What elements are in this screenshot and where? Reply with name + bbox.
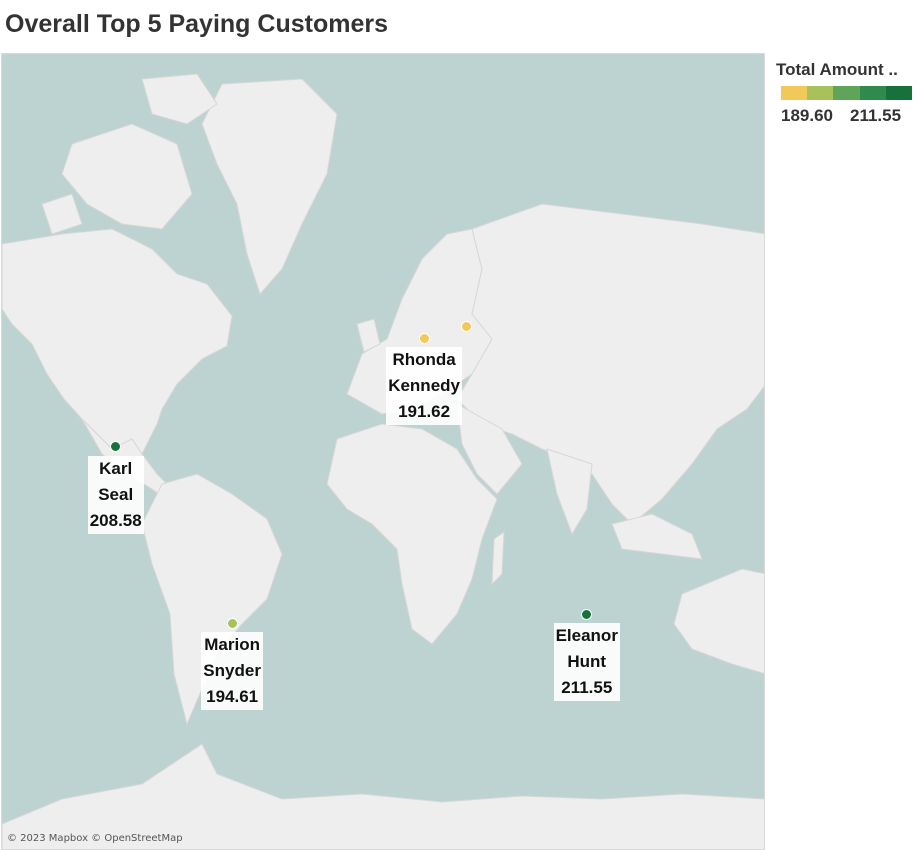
- landmass-antarctica: [2, 743, 764, 849]
- legend-ramp-step: [885, 86, 913, 100]
- customer-label: Eleanor Hunt 211.55: [553, 623, 620, 702]
- legend-color-ramp: [781, 86, 913, 100]
- customer-amount: 191.62: [398, 402, 451, 421]
- customer-first-name: Marion: [204, 635, 260, 655]
- customer-amount: 194.61: [206, 687, 259, 707]
- landmass-north-america: [2, 228, 233, 455]
- landmass-greenland: [201, 78, 338, 295]
- customer-label: Rhonda Kennedy 191.62: [386, 347, 462, 425]
- landmass-asia: [456, 203, 764, 525]
- landmass-arabia: [456, 403, 523, 495]
- customer-first-name: Karl: [99, 458, 133, 478]
- customer-point[interactable]: [581, 608, 593, 620]
- color-legend: Total Amount .. 189.60 211.55: [776, 60, 916, 125]
- customer-last-name: Seal: [98, 484, 134, 504]
- customer-last-name: Hunt: [567, 652, 607, 672]
- legend-max-label: 211.55: [850, 106, 902, 125]
- landmass-africa: [326, 423, 498, 645]
- customer-point[interactable]: [461, 320, 473, 332]
- customer-last-name: Snyder: [203, 661, 261, 681]
- legend-ramp-step: [781, 86, 808, 100]
- chart-title: Overall Top 5 Paying Customers: [5, 10, 388, 38]
- legend-min-label: 189.60: [781, 106, 833, 125]
- landmass-india: [546, 448, 593, 536]
- customer-point[interactable]: [418, 332, 430, 344]
- legend-ramp-step: [807, 86, 834, 100]
- legend-ramp-step: [833, 86, 860, 100]
- customer-first-name: Eleanor: [555, 626, 618, 646]
- landmass-arctic-islands: [61, 123, 193, 230]
- customer-label: Karl Seal 208.58: [87, 455, 144, 534]
- customer-point[interactable]: [226, 617, 238, 629]
- legend-ramp-step: [859, 86, 886, 100]
- legend-title: Total Amount ..: [776, 60, 898, 79]
- customer-amount: 208.58: [89, 510, 142, 530]
- map-basemap: [2, 54, 764, 849]
- customer-first-name: Rhonda: [392, 350, 456, 369]
- landmass-madagascar: [491, 531, 505, 586]
- customer-label: Marion Snyder 194.61: [201, 632, 263, 711]
- map-attribution[interactable]: © 2023 Mapbox © OpenStreetMap: [7, 833, 183, 844]
- customer-point[interactable]: [110, 441, 122, 453]
- customer-last-name: Kennedy: [388, 376, 460, 395]
- customer-amount: 211.55: [561, 678, 613, 698]
- landmass-australia: [673, 568, 764, 674]
